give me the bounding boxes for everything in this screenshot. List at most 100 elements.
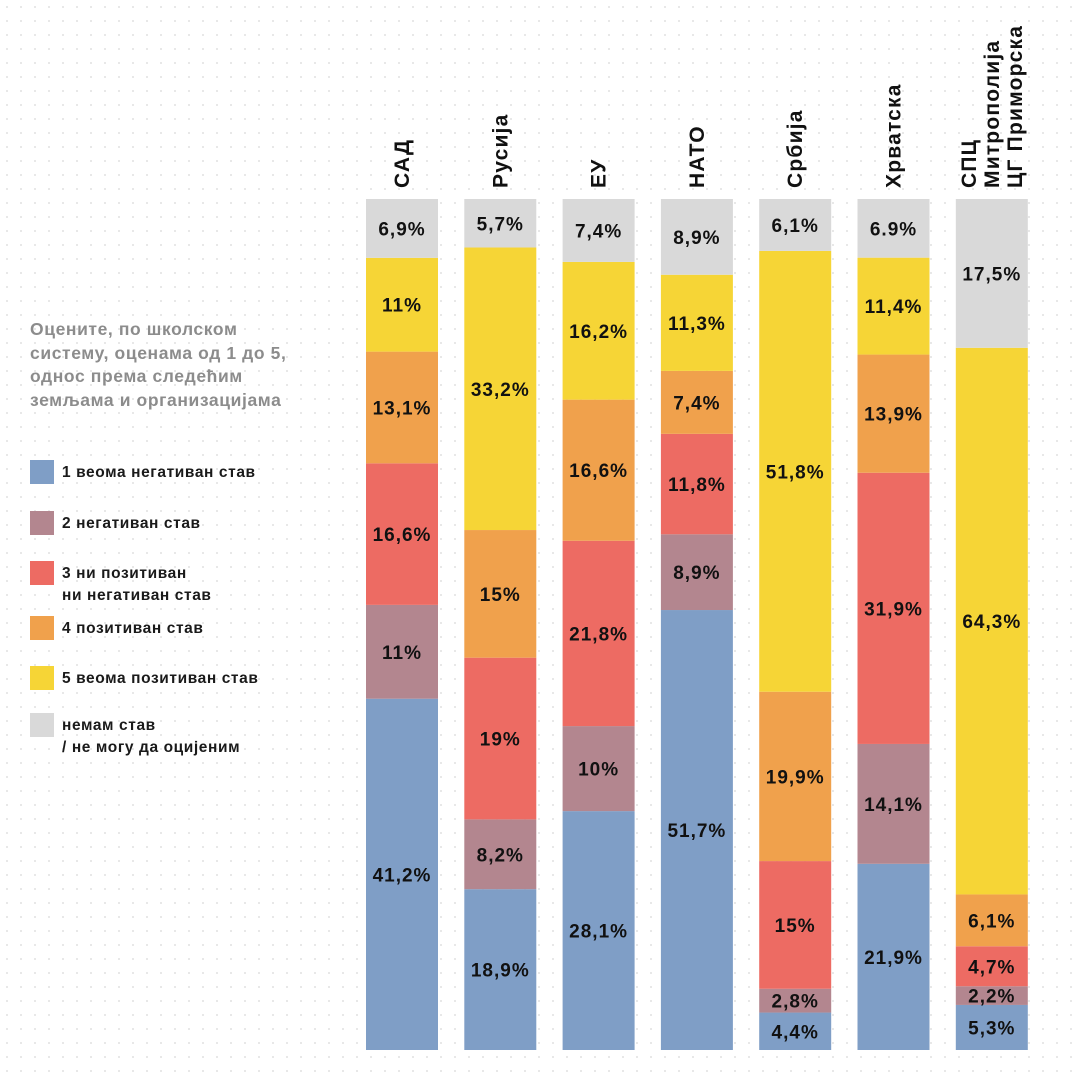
bar-2-segment-3 [562,540,635,727]
legend-swatch-1 [30,460,54,484]
bar-0-label-3: 16,6% [373,525,432,546]
bar-1-segment-5 [464,247,537,531]
bar-6-label-n: 17,5% [962,264,1021,285]
bar-5-label-1: 21,9% [864,948,923,969]
bar-2-label-5: 16,2% [569,322,628,343]
bar-6-segment-5 [955,347,1028,895]
bar-3-label-4: 7,4% [673,393,720,414]
bar-2-label-n: 7,4% [575,221,622,242]
bar-0-segment-1 [366,698,438,1050]
legend-swatch-3 [30,561,54,585]
category-label-1: Русија [489,114,512,188]
bar-6-segment-3 [955,946,1028,987]
bar-1-segment-n [464,199,537,248]
bar-1: 18,9% 8,2% 19% 15% 33,2% 5,7% [464,199,537,1050]
bar-3-label-n: 8,9% [673,228,720,249]
bar-0-segment-2 [366,604,438,699]
bar-5-label-2: 14,1% [864,795,923,816]
bar-0-segment-4 [366,351,438,464]
bar-5-segment-4 [857,354,930,473]
bar-2: 28,1% 10% 21,8% 16,6% 16,2% 7,4% [562,199,635,1050]
bar-1-segment-1 [464,889,537,1050]
bar-2-label-2: 10% [578,760,619,781]
bar-3-label-2: 8,9% [673,563,720,584]
bar-1-label-3: 19% [480,730,521,751]
bar-3-segment-5 [660,274,733,371]
bar-0-label-5: 11% [382,296,422,317]
chart-question: Оцените, по школском систему, оценама од… [30,319,287,410]
bar-1-label-1: 18,9% [471,961,530,982]
bar-6-label-1: 5,3% [968,1018,1015,1039]
bar-0: 41,2% 11% 16,6% 13,1% 11% 6,9% [366,199,438,1050]
legend-swatch-2 [30,511,54,535]
bar-3-segment-4 [660,370,733,434]
bar-4-segment-3 [759,861,832,989]
bar-5-segment-1 [857,863,930,1050]
bar-5-label-4: 13,9% [864,405,923,426]
bar-5-label-3: 31,9% [864,599,923,620]
bar-6-segment-1 [955,1004,1028,1050]
bar-2-segment-5 [562,261,635,400]
bar-4-label-2: 2,8% [772,992,819,1013]
bar-6: 5,3% 2,2% 4,7% 6,1% 64,3% 17,5% [955,199,1028,1050]
bar-3-segment-1 [660,610,733,1050]
bar-2-label-4: 16,6% [569,461,628,482]
bar-6-segment-4 [955,894,1028,947]
bar-2-segment-4 [562,399,635,541]
legend-swatch-5 [30,666,54,690]
bar-6-label-3: 4,7% [968,957,1015,978]
bar-0-label-1: 41,2% [373,865,432,886]
legend-label-1: 1 веома негативан став [62,464,256,481]
legend-label-no-opinion: немам став / не могу да оцијеним [62,717,241,756]
bar-1-label-2: 8,2% [477,845,524,866]
bar-0-segment-3 [366,463,438,605]
bar-5-segment-n [857,199,930,258]
bar-3: 51,7% 8,9% 11,8% 7,4% 11,3% 8,9% [660,199,733,1050]
bar-6-segment-2 [955,986,1028,1005]
bar-6-segment-n [955,199,1028,348]
bar-4-segment-n [759,199,832,251]
bar-4: 4,4% 2,8% 15% 19,9% 51,8% 6,1% [759,199,832,1050]
bar-2-segment-2 [562,726,635,812]
category-label-0: САД [391,139,414,188]
bar-2-segment-n [562,199,635,262]
bar-1-label-5: 33,2% [471,380,530,401]
bar-4-label-4: 19,9% [766,767,825,788]
category-label-3: НАТО [686,125,709,188]
bar-4-label-5: 51,8% [766,462,825,483]
bar-5-segment-2 [857,743,930,864]
bar-3-label-3: 11,8% [668,475,726,496]
category-label-6: СПЦМитрополијаЦГ Приморска [958,25,1027,188]
bar-0-label-2: 11% [382,643,422,664]
bar-0-segment-5 [366,257,438,352]
bar-4-segment-5 [759,250,832,692]
bar-5-label-n: 6.9% [870,219,917,240]
bar-2-label-3: 21,8% [569,624,628,645]
bar-5-label-5: 11,4% [865,297,923,318]
bar-4-segment-4 [759,691,832,862]
bar-1-segment-2 [464,819,537,890]
bar-1-label-4: 15% [480,585,521,606]
category-label-4: Србија [784,109,807,188]
bar-4-label-n: 6,1% [772,216,819,237]
bar-5-segment-3 [857,472,930,744]
bar-3-segment-3 [660,433,733,535]
bar-3-label-1: 51,7% [667,821,726,842]
bar-2-label-1: 28,1% [569,922,628,943]
legend-label-5: 5 веома позитиван став [62,670,259,687]
bar-4-segment-1 [759,1012,832,1050]
legend-label-4: 4 позитиван став [62,620,204,637]
bar-0-label-4: 13,1% [373,398,432,419]
legend-swatch-4 [30,616,54,640]
bar-0-label-n: 6,9% [378,219,425,240]
bar-5-segment-5 [857,257,930,355]
bar-4-label-3: 15% [775,916,816,937]
category-label-2: ЕУ [588,159,611,188]
bar-6-label-4: 6,1% [968,911,1015,932]
legend-label-2: 2 негативан став [62,515,201,532]
legend-swatch-no-opinion [30,713,54,737]
bar-0-segment-n [366,199,438,258]
legend-label-3: 3 ни позитиван ни негативан став [62,565,212,604]
bar-5: 21,9% 14,1% 31,9% 13,9% 11,4% 6.9% [857,199,930,1050]
